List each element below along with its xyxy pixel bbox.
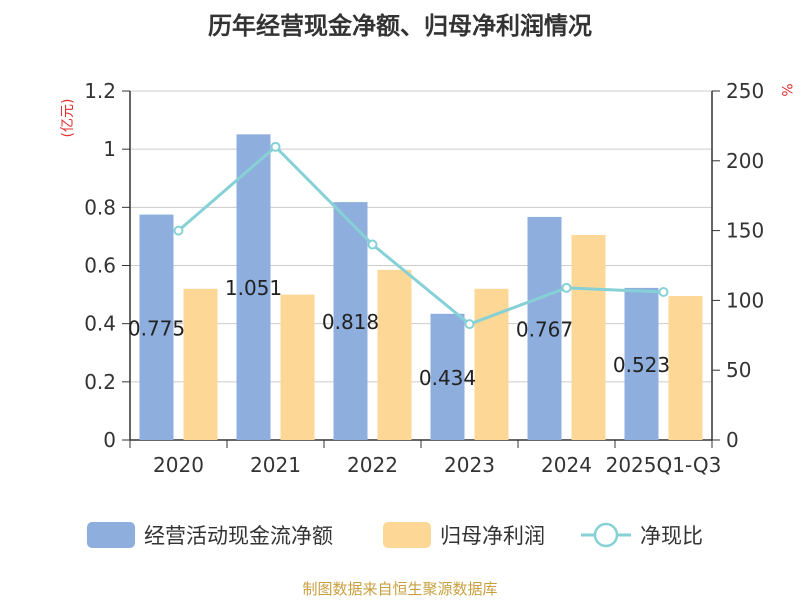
y-right-tick-label: 200 xyxy=(726,149,764,173)
y-right-tick-label: 50 xyxy=(726,358,751,382)
bar-data-label: 0.818 xyxy=(322,310,379,334)
legend-label-ratio: 净现比 xyxy=(640,524,703,548)
y-left-axis-label: (亿元) xyxy=(60,99,76,138)
y-right-tick-label: 100 xyxy=(726,288,764,312)
line-point xyxy=(464,319,475,330)
bar-data-label: 0.523 xyxy=(613,353,670,377)
x-tick-label: 2021 xyxy=(250,453,301,477)
y-right-tick-label: 250 xyxy=(726,79,764,103)
y-left-tick-label: 0.6 xyxy=(84,254,116,278)
bar-data-label: 0.775 xyxy=(128,316,185,340)
x-tick-label: 2023 xyxy=(444,453,495,477)
bar-cashflow xyxy=(333,202,368,440)
x-tick-label: 2024 xyxy=(541,453,592,477)
y-left-tick-label: 0.8 xyxy=(84,195,116,219)
bar-net-profit xyxy=(377,269,412,440)
bar-net-profit xyxy=(668,296,703,440)
bar-data-label: 0.767 xyxy=(516,317,573,341)
y-left-tick-label: 1.2 xyxy=(84,79,116,103)
legend-swatch-ratio-marker xyxy=(593,522,619,548)
legend-label-net-profit: 归母净利润 xyxy=(440,524,545,548)
line-point xyxy=(173,225,184,236)
bar-cashflow xyxy=(236,134,271,440)
x-tick-label: 2020 xyxy=(153,453,204,477)
bar-data-label: 0.434 xyxy=(419,366,476,390)
bar-net-profit xyxy=(280,294,315,440)
legend-label-cashflow: 经营活动现金流净额 xyxy=(144,524,333,548)
legend-swatch-net-profit xyxy=(383,522,431,548)
bar-net-profit xyxy=(474,288,509,440)
y-right-axis-label: % xyxy=(778,83,794,96)
line-ratio xyxy=(177,144,664,326)
line-point xyxy=(367,239,378,250)
y-right-tick-label: 150 xyxy=(726,219,764,243)
bar-cashflow xyxy=(624,287,659,440)
x-tick-label: 2022 xyxy=(347,453,398,477)
line-point xyxy=(561,282,572,293)
y-left-tick-label: 0.4 xyxy=(84,312,116,336)
y-left-tick-label: 0 xyxy=(103,428,116,452)
line-point xyxy=(270,141,281,152)
source-footer: 制图数据来自恒生聚源数据库 xyxy=(302,580,498,598)
bar-cashflow xyxy=(430,313,465,440)
bar-data-label: 1.051 xyxy=(225,276,282,300)
bar-net-profit xyxy=(183,288,218,440)
y-right-tick-label: 0 xyxy=(726,428,739,452)
y-left-tick-label: 0.2 xyxy=(84,370,116,394)
bar-net-profit xyxy=(571,234,606,440)
bar-cashflow xyxy=(527,216,562,440)
y-left-tick-label: 1 xyxy=(103,137,116,161)
x-tick-label: 2025Q1-Q3 xyxy=(606,453,722,477)
line-point xyxy=(658,287,669,298)
chart-title: 历年经营现金净额、归母净利润情况 xyxy=(208,12,592,40)
legend-swatch-cashflow xyxy=(87,522,135,548)
bar-cashflow xyxy=(139,214,174,440)
